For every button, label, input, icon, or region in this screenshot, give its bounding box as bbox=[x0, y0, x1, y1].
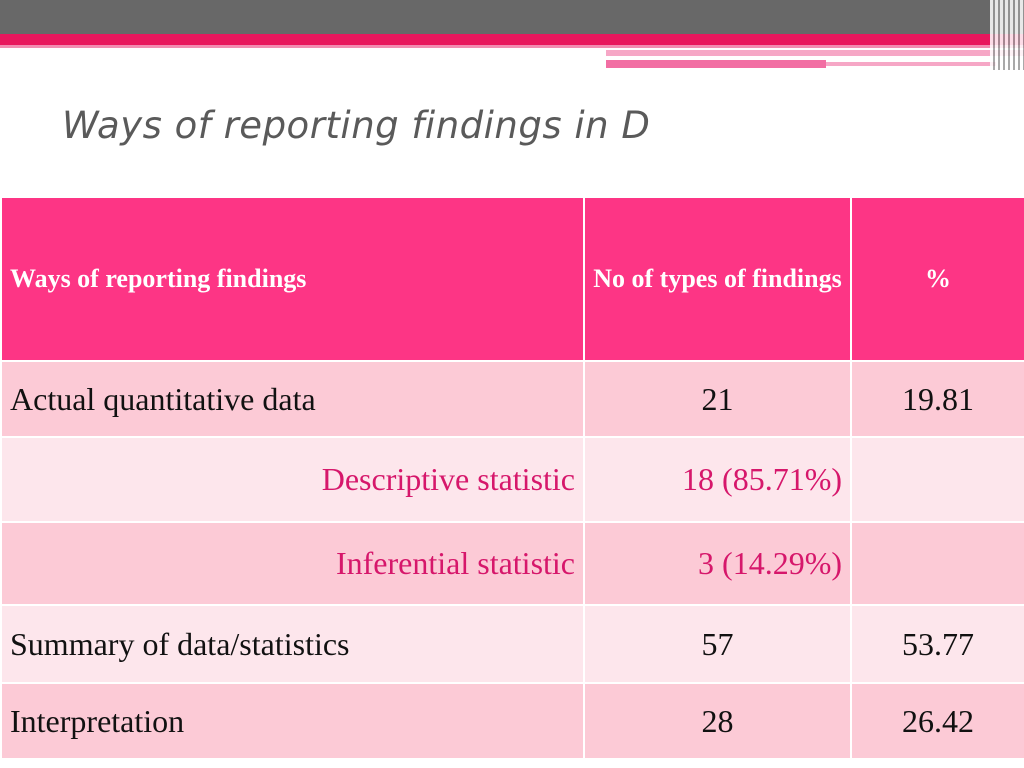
row-percent: 26.42 bbox=[850, 682, 1024, 760]
accent-line bbox=[606, 50, 1024, 56]
row-count: 18 (85.71%) bbox=[583, 436, 852, 523]
findings-table: Ways of reporting findings No of types o… bbox=[0, 196, 1024, 760]
decorative-stripes bbox=[990, 0, 1024, 70]
header-no-of-types: No of types of findings bbox=[583, 196, 852, 362]
row-count: 3 (14.29%) bbox=[583, 521, 852, 606]
row-label: Interpretation bbox=[0, 682, 585, 760]
table-row: Descriptive statistic 18 (85.71%) bbox=[0, 436, 1024, 523]
table-row: Summary of data/statistics 57 53.77 bbox=[0, 604, 1024, 684]
row-label: Descriptive statistic bbox=[0, 436, 585, 523]
table-row: Inferential statistic 3 (14.29%) bbox=[0, 521, 1024, 606]
row-label: Inferential statistic bbox=[0, 521, 585, 606]
top-pink-bar bbox=[0, 34, 1024, 45]
top-pink-thin-bar bbox=[0, 45, 1024, 48]
row-percent bbox=[850, 521, 1024, 606]
accent-line bbox=[606, 60, 826, 68]
top-gray-bar bbox=[0, 0, 1024, 34]
table-row: Actual quantitative data 21 19.81 bbox=[0, 360, 1024, 438]
row-percent: 19.81 bbox=[850, 360, 1024, 438]
row-percent bbox=[850, 436, 1024, 523]
slide-title: Ways of reporting findings in D bbox=[62, 104, 651, 147]
row-count: 28 bbox=[583, 682, 852, 760]
row-count: 57 bbox=[583, 604, 852, 684]
table-row: Interpretation 28 26.42 bbox=[0, 682, 1024, 760]
row-percent: 53.77 bbox=[850, 604, 1024, 684]
row-label: Summary of data/statistics bbox=[0, 604, 585, 684]
row-count: 21 bbox=[583, 360, 852, 438]
table-header-row: Ways of reporting findings No of types o… bbox=[0, 196, 1024, 362]
accent-line bbox=[826, 62, 996, 66]
header-ways-of-reporting: Ways of reporting findings bbox=[0, 196, 585, 362]
header-percent: % bbox=[850, 196, 1024, 362]
row-label: Actual quantitative data bbox=[0, 360, 585, 438]
